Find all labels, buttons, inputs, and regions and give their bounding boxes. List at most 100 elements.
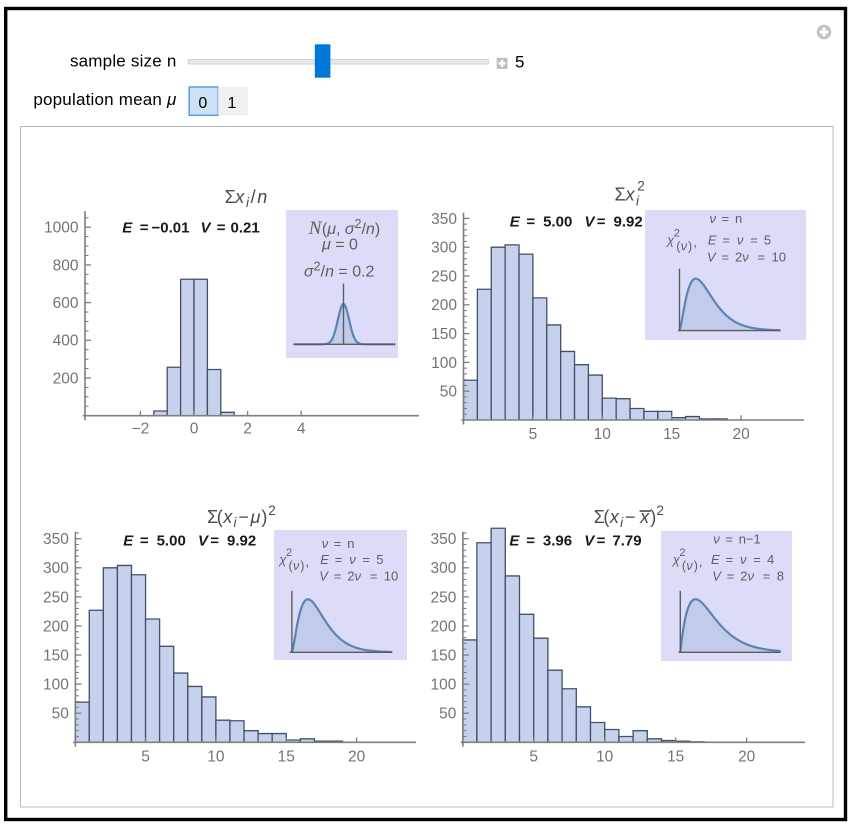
svg-text:ν: ν xyxy=(713,532,720,547)
svg-text:0: 0 xyxy=(198,95,207,112)
svg-text:Σ: Σ xyxy=(225,187,236,207)
svg-text:n: n xyxy=(347,536,354,551)
svg-text:4: 4 xyxy=(297,421,306,438)
svg-text:=: = xyxy=(334,569,342,584)
svg-text:250: 250 xyxy=(431,589,457,606)
svg-text:600: 600 xyxy=(53,295,79,312)
svg-text:300: 300 xyxy=(431,560,457,577)
svg-text:Σ: Σ xyxy=(615,185,626,205)
svg-text:V: V xyxy=(198,533,210,550)
svg-text:50: 50 xyxy=(440,384,458,401)
svg-text:20: 20 xyxy=(738,748,756,765)
svg-text:=: = xyxy=(597,533,606,550)
svg-text:(: ( xyxy=(603,507,609,527)
svg-text:2: 2 xyxy=(679,547,685,559)
svg-text:50: 50 xyxy=(439,706,457,723)
svg-text:E: E xyxy=(122,219,133,236)
svg-text:ν: ν xyxy=(737,233,744,248)
svg-text:350: 350 xyxy=(431,211,457,228)
svg-text:300: 300 xyxy=(431,240,457,257)
svg-text:sample size n: sample size n xyxy=(70,52,177,71)
svg-text:=: = xyxy=(362,552,370,567)
svg-text:150: 150 xyxy=(431,326,457,343)
svg-text:=: = xyxy=(727,569,735,584)
svg-text:1: 1 xyxy=(228,95,237,112)
svg-text:350: 350 xyxy=(431,531,457,548)
svg-text:9.92: 9.92 xyxy=(227,533,256,550)
svg-text:=: = xyxy=(597,214,606,231)
svg-text:250: 250 xyxy=(43,589,69,606)
svg-text:V: V xyxy=(707,250,717,265)
svg-text:χ: χ xyxy=(278,552,287,567)
svg-text:χ: χ xyxy=(666,233,675,248)
svg-text:V: V xyxy=(712,569,722,584)
svg-text:100: 100 xyxy=(431,677,457,694)
svg-text:9.92: 9.92 xyxy=(614,214,643,231)
svg-text:(: ( xyxy=(682,559,687,573)
svg-text:=: = xyxy=(725,532,733,547)
svg-text:10: 10 xyxy=(594,426,612,443)
svg-text:x: x xyxy=(222,507,233,527)
svg-text:): ) xyxy=(300,559,304,573)
svg-text:200: 200 xyxy=(431,297,457,314)
svg-text:,: , xyxy=(306,554,310,569)
svg-text:Σ: Σ xyxy=(594,507,605,527)
svg-text:200: 200 xyxy=(53,370,79,387)
svg-text:=: = xyxy=(723,233,731,248)
svg-text:10: 10 xyxy=(207,748,225,765)
svg-text:15: 15 xyxy=(663,426,680,443)
svg-text:E: E xyxy=(320,552,329,567)
svg-text:): ) xyxy=(688,240,692,254)
svg-text:V: V xyxy=(584,533,596,550)
svg-text:=: = xyxy=(210,533,219,550)
svg-text:=: = xyxy=(370,569,378,584)
svg-text:=: = xyxy=(334,536,342,551)
svg-text:2ν: 2ν xyxy=(347,569,361,584)
svg-text:σ2/n = 0.2: σ2/n = 0.2 xyxy=(304,260,375,281)
svg-text:300: 300 xyxy=(43,560,69,577)
svg-text:10: 10 xyxy=(772,250,786,265)
svg-text:100: 100 xyxy=(431,355,457,372)
svg-text:=: = xyxy=(335,552,343,567)
svg-text:3.96: 3.96 xyxy=(543,533,572,550)
svg-text:=: = xyxy=(526,533,535,550)
svg-text:2: 2 xyxy=(657,503,665,518)
svg-text:i: i xyxy=(246,195,250,210)
svg-text:,: , xyxy=(699,554,703,569)
svg-text:V: V xyxy=(201,219,213,236)
svg-text:n: n xyxy=(257,187,267,207)
svg-text:5: 5 xyxy=(529,426,538,443)
svg-text:1000: 1000 xyxy=(44,220,79,237)
svg-text:n: n xyxy=(735,211,742,226)
svg-text:2: 2 xyxy=(674,228,680,240)
svg-text:(: ( xyxy=(289,559,294,573)
svg-text:μ = 0: μ = 0 xyxy=(321,237,358,254)
svg-text:=: = xyxy=(758,250,766,265)
svg-text:i: i xyxy=(620,515,624,530)
svg-text:=: = xyxy=(140,219,149,236)
svg-text:2ν: 2ν xyxy=(735,250,749,265)
svg-text:0: 0 xyxy=(190,421,199,438)
svg-text:x: x xyxy=(639,507,650,527)
svg-text:50: 50 xyxy=(52,706,70,723)
svg-text:i: i xyxy=(234,515,238,530)
svg-text:x: x xyxy=(609,507,620,527)
svg-text:2: 2 xyxy=(286,547,292,559)
svg-text:250: 250 xyxy=(431,268,457,285)
svg-text:2: 2 xyxy=(243,421,252,438)
svg-text:−0.01: −0.01 xyxy=(152,219,190,236)
svg-text:,: , xyxy=(693,235,697,250)
svg-text:ν: ν xyxy=(686,559,693,573)
svg-text:E: E xyxy=(510,214,521,231)
svg-text:15: 15 xyxy=(667,748,684,765)
svg-text:15: 15 xyxy=(278,748,295,765)
svg-text:population mean μ: population mean μ xyxy=(33,90,177,109)
svg-text:(: ( xyxy=(676,240,681,254)
svg-text:−: − xyxy=(625,507,636,527)
svg-text:χ: χ xyxy=(672,552,681,567)
svg-text:): ) xyxy=(650,507,656,527)
svg-text:−2: −2 xyxy=(132,421,150,438)
svg-text:E: E xyxy=(708,233,717,248)
svg-text:ν: ν xyxy=(349,552,356,567)
svg-text:x: x xyxy=(625,185,636,205)
